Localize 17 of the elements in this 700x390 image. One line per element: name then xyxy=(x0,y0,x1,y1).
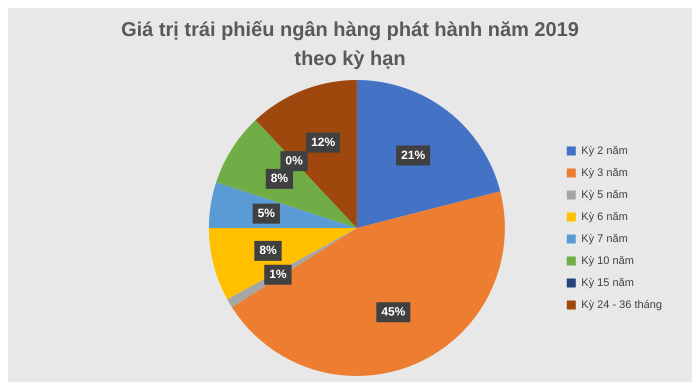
data-label: 45% xyxy=(381,304,406,319)
text: 0% xyxy=(285,153,303,168)
data-label: 8% xyxy=(270,171,288,186)
legend-label: Kỳ 10 năm xyxy=(581,255,634,268)
chart-title: Giá trị trái phiếu ngân hàng phát hành năm 2019 theo kỳ hạn xyxy=(120,18,580,72)
legend-label: Kỳ 24 - 36 tháng xyxy=(581,299,662,312)
legend-label: Kỳ 2 năm xyxy=(581,145,628,158)
data-label: 1% xyxy=(269,267,287,282)
legend-label: Kỳ 6 năm xyxy=(581,211,628,224)
legend-label: Kỳ 7 năm xyxy=(581,233,628,246)
data-label: 21% xyxy=(401,148,426,162)
legend-label: Kỳ 3 năm xyxy=(581,167,628,180)
legend-label: Kỳ 5 năm xyxy=(581,189,628,202)
data-label: 5% xyxy=(258,206,276,220)
legend-label: Kỳ 15 năm xyxy=(581,277,634,290)
data-label: 12% xyxy=(311,134,336,149)
data-label: 8% xyxy=(259,243,278,258)
